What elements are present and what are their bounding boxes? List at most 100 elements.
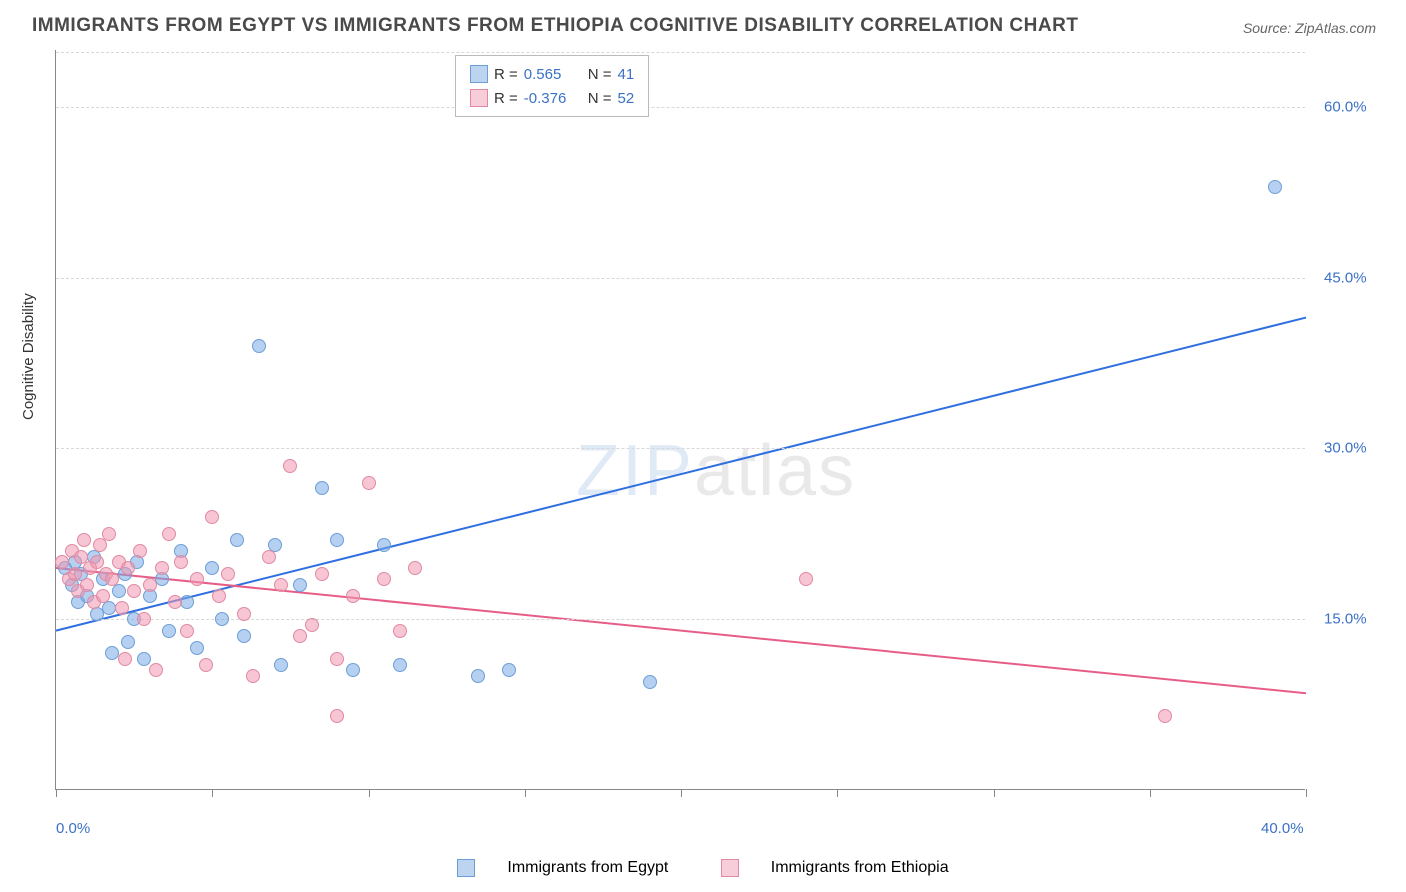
scatter-point-egypt xyxy=(180,595,194,609)
scatter-point-ethiopia xyxy=(190,572,204,586)
scatter-point-ethiopia xyxy=(205,510,219,524)
gridline xyxy=(56,52,1305,53)
scatter-point-ethiopia xyxy=(246,669,260,683)
scatter-point-egypt xyxy=(137,652,151,666)
swatch-ethiopia-bottom xyxy=(721,859,739,877)
scatter-point-ethiopia xyxy=(143,578,157,592)
scatter-point-ethiopia xyxy=(293,629,307,643)
scatter-point-ethiopia xyxy=(105,572,119,586)
scatter-point-egypt xyxy=(274,658,288,672)
r-label: R = xyxy=(494,66,518,83)
scatter-point-ethiopia xyxy=(149,663,163,677)
legend-label-egypt: Immigrants from Egypt xyxy=(507,859,668,877)
x-tick xyxy=(994,789,995,797)
trendline-egypt xyxy=(56,318,1306,631)
x-tick xyxy=(1306,789,1307,797)
scatter-point-ethiopia xyxy=(377,572,391,586)
scatter-point-ethiopia xyxy=(262,550,276,564)
scatter-point-egypt xyxy=(121,635,135,649)
n-label: N = xyxy=(588,66,612,83)
scatter-point-egypt xyxy=(205,561,219,575)
scatter-point-ethiopia xyxy=(55,555,69,569)
scatter-point-ethiopia xyxy=(68,567,82,581)
watermark-zip: ZIP xyxy=(576,431,694,511)
scatter-point-egypt xyxy=(502,663,516,677)
gridline xyxy=(56,278,1305,279)
scatter-point-ethiopia xyxy=(274,578,288,592)
scatter-point-ethiopia xyxy=(393,624,407,638)
scatter-point-egypt xyxy=(237,629,251,643)
scatter-point-ethiopia xyxy=(212,589,226,603)
scatter-point-ethiopia xyxy=(330,709,344,723)
legend-label-ethiopia: Immigrants from Ethiopia xyxy=(771,859,949,877)
scatter-point-ethiopia xyxy=(118,652,132,666)
n-value-egypt: 41 xyxy=(618,66,635,83)
x-tick xyxy=(837,789,838,797)
scatter-point-ethiopia xyxy=(346,589,360,603)
y-tick-label: 45.0% xyxy=(1324,269,1367,286)
scatter-point-egypt xyxy=(330,533,344,547)
plot-area: ZIPatlas 15.0%30.0%45.0%60.0%0.0%40.0% xyxy=(55,50,1305,790)
scatter-point-ethiopia xyxy=(1158,709,1172,723)
y-tick-label: 30.0% xyxy=(1324,440,1367,457)
scatter-point-egypt xyxy=(393,658,407,672)
swatch-ethiopia xyxy=(470,89,488,107)
scatter-point-ethiopia xyxy=(127,584,141,598)
x-tick xyxy=(56,789,57,797)
x-tick xyxy=(369,789,370,797)
scatter-point-egypt xyxy=(230,533,244,547)
scatter-point-ethiopia xyxy=(237,607,251,621)
n-label: N = xyxy=(588,90,612,107)
swatch-egypt xyxy=(470,65,488,83)
scatter-point-egypt xyxy=(293,578,307,592)
scatter-point-ethiopia xyxy=(174,555,188,569)
scatter-point-ethiopia xyxy=(121,561,135,575)
source-value: ZipAtlas.com xyxy=(1295,20,1376,36)
x-tick xyxy=(525,789,526,797)
gridline xyxy=(56,448,1305,449)
gridline xyxy=(56,107,1305,108)
legend-row-egypt: R = 0.565 N = 41 xyxy=(470,62,634,86)
scatter-point-egypt xyxy=(190,641,204,655)
scatter-point-ethiopia xyxy=(115,601,129,615)
scatter-point-ethiopia xyxy=(199,658,213,672)
scatter-point-egypt xyxy=(643,675,657,689)
scatter-point-ethiopia xyxy=(162,527,176,541)
watermark-atlas: atlas xyxy=(694,431,856,511)
x-tick xyxy=(681,789,682,797)
scatter-point-ethiopia xyxy=(283,459,297,473)
scatter-point-ethiopia xyxy=(330,652,344,666)
scatter-point-ethiopia xyxy=(96,589,110,603)
watermark: ZIPatlas xyxy=(576,430,856,512)
scatter-point-egypt xyxy=(346,663,360,677)
source-attribution: Source: ZipAtlas.com xyxy=(1243,20,1376,36)
chart-container: IMMIGRANTS FROM EGYPT VS IMMIGRANTS FROM… xyxy=(0,0,1406,892)
r-value-egypt: 0.565 xyxy=(524,66,582,83)
scatter-point-ethiopia xyxy=(221,567,235,581)
scatter-point-ethiopia xyxy=(799,572,813,586)
swatch-egypt-bottom xyxy=(457,859,475,877)
legend-row-ethiopia: R = -0.376 N = 52 xyxy=(470,86,634,110)
x-tick-label-max: 40.0% xyxy=(1261,820,1304,837)
legend-item-ethiopia: Immigrants from Ethiopia xyxy=(709,859,961,877)
scatter-point-egypt xyxy=(1268,180,1282,194)
y-axis-title: Cognitive Disability xyxy=(20,293,37,420)
scatter-point-ethiopia xyxy=(408,561,422,575)
scatter-point-egypt xyxy=(162,624,176,638)
legend-item-egypt: Immigrants from Egypt xyxy=(445,859,680,877)
scatter-point-ethiopia xyxy=(80,578,94,592)
scatter-point-egypt xyxy=(315,481,329,495)
scatter-point-egypt xyxy=(377,538,391,552)
n-value-ethiopia: 52 xyxy=(618,90,635,107)
scatter-point-ethiopia xyxy=(362,476,376,490)
chart-title: IMMIGRANTS FROM EGYPT VS IMMIGRANTS FROM… xyxy=(32,15,1078,37)
scatter-point-ethiopia xyxy=(155,561,169,575)
x-tick-label-min: 0.0% xyxy=(56,820,90,837)
r-label: R = xyxy=(494,90,518,107)
x-tick xyxy=(1150,789,1151,797)
y-tick-label: 60.0% xyxy=(1324,98,1367,115)
scatter-point-egypt xyxy=(471,669,485,683)
series-legend: Immigrants from Egypt Immigrants from Et… xyxy=(0,859,1406,882)
correlation-legend: R = 0.565 N = 41 R = -0.376 N = 52 xyxy=(455,55,649,117)
scatter-point-ethiopia xyxy=(133,544,147,558)
